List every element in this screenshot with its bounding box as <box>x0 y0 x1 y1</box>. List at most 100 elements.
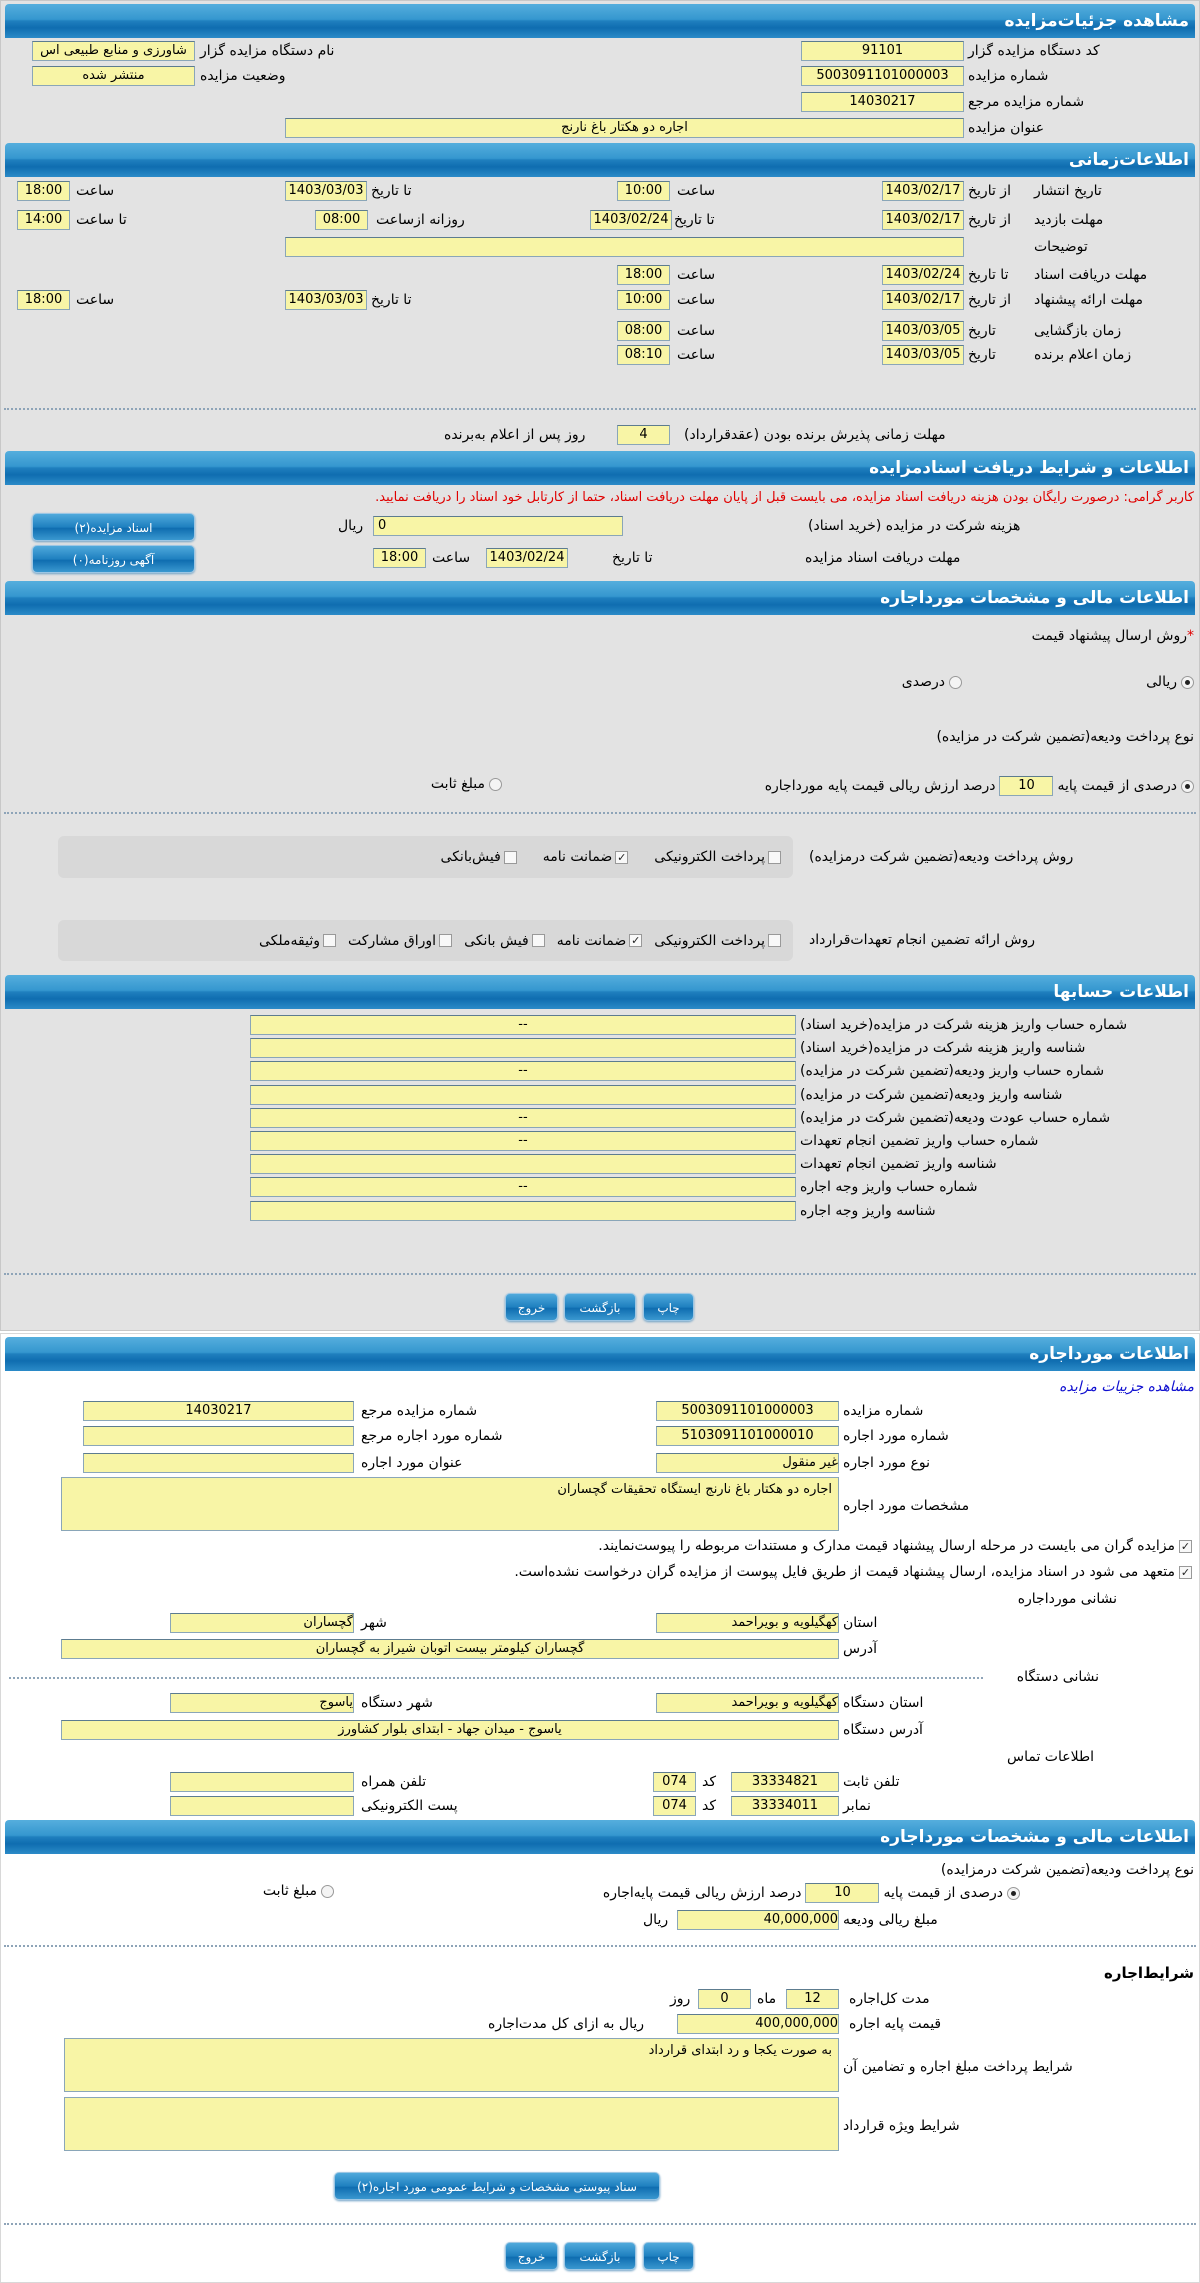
publish-from-time[interactable]: 10:00 <box>617 181 670 201</box>
email-field[interactable] <box>170 1796 354 1816</box>
radio-percent[interactable]: درصدی <box>902 674 962 690</box>
checkbox-option[interactable]: ✓ ضمانت نامه <box>543 849 629 865</box>
visit-daily-from[interactable]: 08:00 <box>315 210 368 230</box>
radio-deposit-fixed[interactable]: مبلغ ثابت <box>263 1883 334 1899</box>
special-terms-textarea[interactable] <box>64 2097 839 2151</box>
payment-terms-textarea[interactable]: به صورت یکجا و رد ابتدای قرارداد <box>64 2038 839 2092</box>
fee-field[interactable]: 0 <box>373 516 623 536</box>
visit-to-date[interactable]: 1403/02/24 <box>590 210 672 230</box>
checkbox-icon[interactable] <box>503 850 517 864</box>
checkbox-option[interactable]: فیش بانکی <box>464 933 545 949</box>
visit-daily-to[interactable]: 14:00 <box>17 210 70 230</box>
print-button[interactable]: چاپ <box>643 1293 694 1321</box>
radio-deposit-percent[interactable]: درصدی از قیمت پایه 10 درصد ارزش ریالی قیمت… <box>603 1883 1020 1903</box>
attach-docs-checkbox[interactable]: ✓ مزایده گران می بایست در مرحله ارسال پیش… <box>598 1538 1192 1554</box>
account-field[interactable]: -- <box>250 1131 796 1151</box>
radio-icon[interactable] <box>1181 675 1194 689</box>
offer-from-time[interactable]: 10:00 <box>617 290 670 310</box>
radio-icon[interactable] <box>1181 779 1194 793</box>
checkbox-option[interactable]: پرداخت الکترونیکی <box>654 933 781 949</box>
offer-to-date[interactable]: 1403/03/03 <box>285 290 367 310</box>
auction-number-field[interactable]: 5003091101000003 <box>656 1401 839 1421</box>
radio-icon[interactable] <box>1007 1886 1020 1900</box>
org-province-field[interactable]: کهگیلویه و بویراحمد <box>656 1693 839 1713</box>
checkbox-option[interactable]: وثیقه‌ملکی <box>259 933 337 949</box>
print-button[interactable]: چاپ <box>643 2242 694 2270</box>
checkbox-option[interactable]: فیش‌بانکی <box>441 849 517 865</box>
auction-title-field[interactable]: اجاره دو هکتار باغ نارنج <box>285 118 964 138</box>
checkbox-option[interactable]: پرداخت الکترونیکی <box>654 849 781 865</box>
publish-to-date[interactable]: 1403/03/03 <box>285 181 367 201</box>
visit-from-date[interactable]: 1403/02/17 <box>882 210 964 230</box>
base-price-field[interactable]: 400,000,000 <box>677 2014 839 2034</box>
radio-icon[interactable] <box>489 777 502 791</box>
docs-deadline-time[interactable]: 18:00 <box>373 548 426 568</box>
attached-specs-button[interactable]: سناد پیوستی مشخصات و شرایط عمومی مورد اج… <box>334 2172 660 2200</box>
radio-icon[interactable] <box>321 1884 334 1898</box>
acceptance-days-field[interactable]: 4 <box>617 425 670 445</box>
docs-time[interactable]: 18:00 <box>617 265 670 285</box>
opening-time[interactable]: 08:00 <box>617 321 670 341</box>
account-field[interactable] <box>250 1084 796 1105</box>
exit-button[interactable]: خروج <box>505 2242 558 2270</box>
checkbox-icon[interactable] <box>768 934 781 947</box>
fax-field[interactable]: 33334011 <box>731 1796 839 1816</box>
docs-to-date[interactable]: 1403/02/24 <box>882 265 964 285</box>
opening-date[interactable]: 1403/03/05 <box>882 321 964 341</box>
no-attachment-checkbox[interactable]: ✓ متعهد می شود در اسناد مزایده، ارسال پیش… <box>514 1564 1192 1580</box>
radio-icon[interactable] <box>949 675 962 689</box>
auction-number-field[interactable]: 5003091101000003 <box>801 66 964 86</box>
offer-from-date[interactable]: 1403/02/17 <box>882 290 964 310</box>
radio-deposit-percent[interactable]: درصدی از قیمت پایه 10 درصد ارزش ریالی قیمت… <box>765 776 1194 796</box>
account-field[interactable] <box>250 1200 796 1221</box>
ref-number-field[interactable]: 14030217 <box>83 1401 354 1421</box>
item-ref-field[interactable] <box>83 1426 354 1446</box>
deposit-percent-field[interactable]: 10 <box>805 1883 880 1903</box>
item-spec-textarea[interactable]: اجاره دو هکتار باغ نارنج ایستگاه تحقیقات… <box>61 1477 839 1531</box>
checkbox-option[interactable]: ✓ ضمانت نامه <box>557 933 643 949</box>
checkbox-icon[interactable] <box>531 934 545 947</box>
phone-field[interactable]: 33334821 <box>731 1772 839 1792</box>
exit-button[interactable]: خروج <box>505 1293 558 1321</box>
account-field[interactable] <box>250 1038 796 1059</box>
account-field[interactable] <box>250 1154 796 1175</box>
docs-deadline-date[interactable]: 1403/02/24 <box>486 548 568 568</box>
winner-date[interactable]: 1403/03/05 <box>882 345 964 365</box>
item-title-field[interactable] <box>83 1453 354 1473</box>
org-city-field[interactable]: یاسوج <box>170 1693 354 1713</box>
checkbox-icon[interactable] <box>439 934 453 947</box>
checkbox-checked-icon[interactable]: ✓ <box>1179 1539 1192 1553</box>
deposit-percent-field[interactable]: 10 <box>999 776 1054 796</box>
offer-to-time[interactable]: 18:00 <box>17 290 70 310</box>
org-address-field[interactable]: یاسوج - میدان جهاد - ابتدای بلوار کشاورز <box>61 1720 839 1740</box>
description-field[interactable] <box>285 237 964 257</box>
publish-from-date[interactable]: 1403/02/17 <box>882 181 964 201</box>
org-code-field[interactable]: 91101 <box>801 41 964 61</box>
account-field[interactable]: -- <box>250 1177 796 1198</box>
account-field[interactable]: -- <box>250 1061 796 1082</box>
item-type-field[interactable]: غیر منقول <box>656 1453 839 1473</box>
auction-status-field[interactable]: منتشر شده <box>32 66 195 86</box>
checkbox-icon[interactable] <box>323 934 337 947</box>
newspaper-ad-button[interactable]: آگهی روزنامه(۰) <box>32 545 195 573</box>
months-field[interactable]: 12 <box>786 1989 839 2009</box>
city-field[interactable]: گچساران <box>170 1613 354 1633</box>
item-number-field[interactable]: 5103091101000010 <box>656 1426 839 1446</box>
checkbox-checked-icon[interactable]: ✓ <box>1179 1565 1192 1579</box>
fax-code-field[interactable]: 074 <box>653 1796 696 1816</box>
auction-docs-button[interactable]: اسناد مزایده(۲) <box>32 513 195 541</box>
checkbox-checked-icon[interactable]: ✓ <box>629 934 643 947</box>
back-button[interactable]: بازگشت <box>564 1293 636 1321</box>
province-field[interactable]: کهگیلویه و بویراحمد <box>656 1613 839 1633</box>
checkbox-option[interactable]: اوراق مشارکت <box>348 933 453 949</box>
radio-rial[interactable]: ریالی <box>1146 674 1194 690</box>
org-name-field[interactable]: شاورزی و منابع طبیعی اس <box>32 41 195 61</box>
winner-time[interactable]: 08:10 <box>617 345 670 365</box>
days-field[interactable]: 0 <box>698 1989 751 2009</box>
back-button[interactable]: بازگشت <box>564 2242 636 2270</box>
deposit-amount-field[interactable]: 40,000,000 <box>677 1910 839 1930</box>
account-field[interactable]: -- <box>250 1107 796 1128</box>
view-auction-details-link[interactable]: مشاهده جزییات مزایده <box>1059 1379 1194 1395</box>
radio-deposit-fixed[interactable]: مبلغ ثابت <box>431 776 502 792</box>
address-field[interactable]: گچساران کیلومتر بیست اتوبان شیراز به گچس… <box>61 1639 839 1659</box>
